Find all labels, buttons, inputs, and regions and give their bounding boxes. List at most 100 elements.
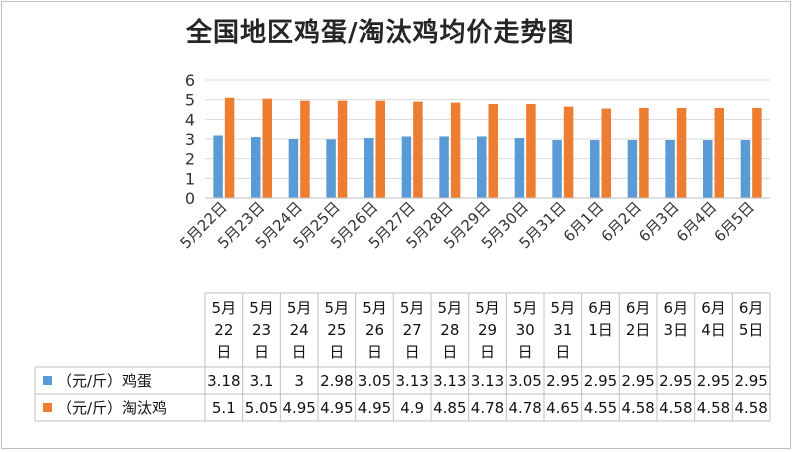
table-header: 5月 [513,299,538,317]
table-header: 5月 [287,299,312,317]
gridlines [205,79,770,199]
hen-bar [714,107,724,198]
table-cell: 3.05 [508,372,541,390]
hen-bar [337,100,348,198]
x-tick-label: 6月1日 [560,198,607,245]
table-cell: 4.58 [697,399,730,417]
table-cell: 4.95 [282,399,315,417]
hen-bar [676,107,687,198]
table-cell: 3 [294,372,304,390]
table-cell: 3.13 [471,372,504,390]
legend-label: （元/斤）鸡蛋 [57,372,152,390]
egg-bar [703,139,713,198]
egg-bar [326,139,336,198]
y-tick-label: 0 [185,189,195,208]
table-header: 日 [480,343,495,361]
table-header: 6月 [739,299,764,317]
hen-bar [639,107,649,198]
table-header: 日 [555,343,570,361]
data-table: 5月 22 日 5月 23 日 5月 24 日 5月 25 日 5月 26 日 5月 27 日 5月 28 日 5月 29 日… [34,292,771,422]
table-cell: 4.58 [621,399,654,417]
egg-bar [401,136,412,198]
table-header: 6月 [588,299,613,317]
table-cell: 3.05 [358,372,391,390]
table-cell: 3.1 [250,372,274,390]
table-header: 日 [329,343,344,361]
table-header: 5月 [438,299,463,317]
table-header: 日 [216,343,231,361]
x-tick-label: 6月2日 [598,198,645,245]
x-axis: 5月22日5月23日5月24日5月25日5月26日5月27日5月28日5月29日… [176,197,770,252]
hen-bar [224,97,235,198]
table-header: 24 [290,321,309,339]
table-header: 5日 [739,321,764,339]
table-cell: 5.1 [212,399,236,417]
table-header: 2日 [626,321,651,339]
table-header: 1日 [588,321,613,339]
hen-bar [262,98,272,198]
table-header: 日 [442,343,457,361]
table-header: 29 [478,321,497,339]
egg-bar [740,139,751,198]
x-tick-label: 6月3日 [635,198,682,245]
table-header: 31 [553,321,572,339]
table-header: 日 [405,343,420,361]
table-header: 23 [252,321,271,339]
hen-bar [488,103,498,198]
table-header: 5月 [551,299,576,317]
egg-bar [627,139,638,198]
table-cell: 2.95 [621,372,654,390]
hen-bar [526,103,536,198]
egg-bar [590,139,600,198]
table-cell: 3.18 [207,372,240,390]
y-tick-label: 5 [185,91,195,110]
egg-bar [439,136,449,198]
y-tick-label: 3 [185,130,195,149]
table-header: 6月 [664,299,689,317]
table-header: 日 [292,343,307,361]
chart-title: 全国地区鸡蛋/淘汰鸡均价走势图 [186,18,575,48]
table-header: 5月 [400,299,425,317]
table-cell: 3.13 [395,372,428,390]
x-tick-label: 6月5日 [711,198,758,245]
table-header: 5月 [325,299,350,317]
y-tick-label: 2 [185,150,195,169]
table-cell: 3.13 [433,372,466,390]
table-header: 26 [365,321,384,339]
hen-bar [375,100,385,198]
table-header: 5月 [475,299,500,317]
hen-legend-swatch [43,403,52,412]
table-cell: 2.95 [584,372,617,390]
table-header: 28 [440,321,459,339]
egg-bar [251,137,261,198]
table-cell: 2.95 [546,372,579,390]
table-cell: 4.95 [320,399,353,417]
table-cell: 4.58 [734,399,767,417]
egg-legend-swatch [43,376,52,385]
table-cell: 2.95 [659,372,692,390]
table-header: 日 [518,343,533,361]
table-cell: 4.78 [471,399,504,417]
y-tick-label: 1 [185,169,195,188]
table-header: 5月 [212,299,237,317]
egg-bar [514,138,525,198]
hen-bar [563,106,574,198]
table-cell: 4.9 [400,399,424,417]
table-cell: 2.98 [320,372,353,390]
hen-bar [752,107,762,198]
table-header: 22 [214,321,233,339]
hen-bar [413,101,423,198]
hen-bar [450,102,461,198]
table-cell: 5.05 [245,399,278,417]
table-header: 日 [254,343,269,361]
y-tick-label: 4 [185,110,195,129]
table-header: 4日 [701,321,726,339]
egg-bar [552,139,562,198]
egg-bar [665,139,675,198]
table-cell: 2.95 [734,372,767,390]
table-cell: 4.85 [433,399,466,417]
table-header: 30 [516,321,535,339]
egg-bar [288,139,299,198]
